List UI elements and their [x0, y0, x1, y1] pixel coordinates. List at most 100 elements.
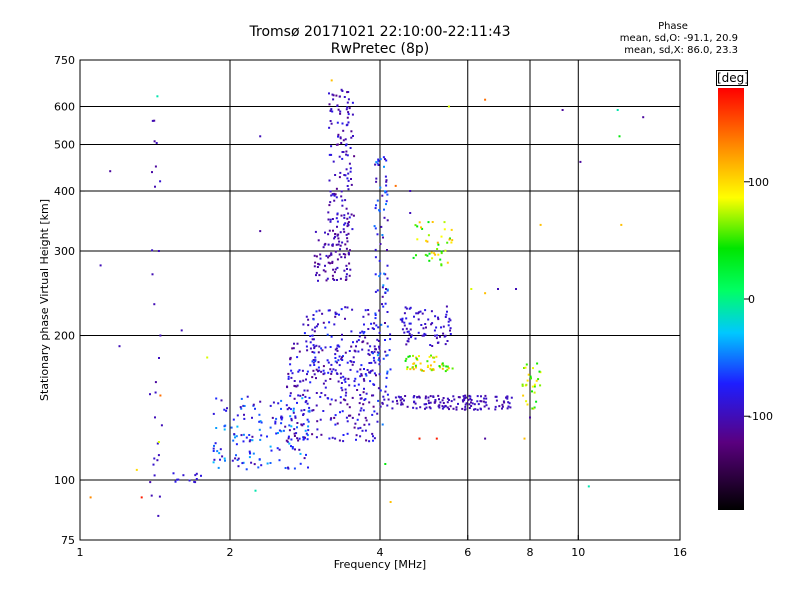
data-point	[418, 221, 421, 224]
data-point	[350, 330, 353, 333]
data-point	[328, 153, 331, 156]
data-point	[212, 450, 215, 452]
data-point	[352, 135, 354, 137]
data-point	[269, 404, 272, 407]
data-point	[525, 400, 528, 403]
data-point	[339, 244, 342, 247]
data-point	[447, 320, 450, 323]
data-point	[469, 395, 472, 398]
data-point	[440, 250, 443, 253]
data-point	[287, 467, 290, 470]
data-point	[408, 355, 411, 358]
data-point	[345, 275, 348, 278]
data-point	[339, 171, 342, 174]
data-point	[291, 446, 294, 448]
data-point	[421, 312, 424, 315]
data-point	[296, 426, 298, 429]
data-point	[386, 372, 389, 375]
data-point	[343, 378, 346, 381]
data-point	[330, 194, 333, 197]
data-point	[437, 405, 440, 408]
data-point	[427, 221, 430, 224]
data-point	[319, 257, 322, 260]
data-point	[313, 373, 316, 376]
data-point	[260, 434, 263, 437]
data-point	[385, 184, 388, 187]
data-point	[360, 373, 363, 376]
data-point	[385, 376, 388, 379]
data-point	[382, 156, 385, 159]
data-point	[200, 474, 202, 477]
data-point	[408, 322, 411, 325]
data-point	[384, 350, 387, 353]
data-point	[424, 323, 427, 325]
data-point	[461, 407, 464, 410]
data-point	[188, 479, 191, 482]
data-point	[447, 105, 450, 108]
data-point	[314, 326, 317, 329]
data-point	[302, 323, 305, 326]
data-point	[441, 407, 444, 410]
data-point	[346, 91, 349, 94]
data-point	[330, 417, 333, 420]
data-point	[309, 381, 312, 384]
data-point	[404, 359, 407, 362]
data-point	[315, 274, 317, 277]
data-point	[376, 162, 379, 165]
data-point	[365, 374, 368, 377]
data-point	[424, 395, 427, 398]
data-point	[397, 395, 400, 398]
data-point	[344, 380, 347, 383]
data-point	[313, 265, 316, 268]
data-point	[497, 288, 499, 290]
data-point	[292, 411, 295, 414]
data-point	[320, 347, 323, 350]
data-point	[449, 405, 452, 408]
data-point	[341, 410, 344, 413]
data-point	[302, 423, 305, 426]
data-point	[407, 337, 410, 340]
data-point	[347, 212, 350, 215]
data-point	[349, 268, 352, 271]
data-point	[313, 347, 316, 350]
data-point	[346, 268, 348, 270]
data-point	[311, 334, 314, 337]
data-point	[371, 432, 374, 435]
data-point	[289, 363, 292, 366]
data-point	[318, 345, 321, 348]
x-axis-ticks: 1 2 4 6 8 10 16	[77, 535, 687, 559]
colorbar-tick-label: 100	[748, 176, 769, 189]
data-point	[410, 336, 412, 339]
data-point	[359, 426, 362, 429]
data-point	[346, 403, 349, 406]
data-point	[419, 310, 422, 313]
data-point	[301, 369, 304, 372]
data-point	[336, 212, 339, 215]
data-point	[336, 279, 338, 281]
data-point	[373, 322, 376, 325]
data-point	[329, 190, 332, 193]
data-point	[358, 335, 361, 338]
data-point	[89, 496, 92, 499]
data-point	[309, 335, 312, 337]
data-point	[158, 357, 160, 359]
data-point	[304, 429, 307, 432]
data-point	[151, 171, 153, 174]
data-point	[320, 370, 323, 373]
data-point	[345, 150, 348, 153]
data-point	[294, 415, 297, 418]
data-point	[332, 160, 335, 163]
data-point	[427, 234, 430, 237]
data-point	[386, 219, 389, 222]
data-point	[386, 393, 389, 396]
data-point	[335, 187, 338, 190]
data-point	[340, 190, 343, 193]
data-point	[307, 410, 310, 413]
data-point	[225, 409, 228, 412]
data-point	[109, 170, 112, 173]
data-point	[314, 356, 317, 359]
y-tick-label: 500	[54, 139, 75, 152]
data-point	[330, 122, 333, 125]
data-point	[524, 366, 527, 369]
